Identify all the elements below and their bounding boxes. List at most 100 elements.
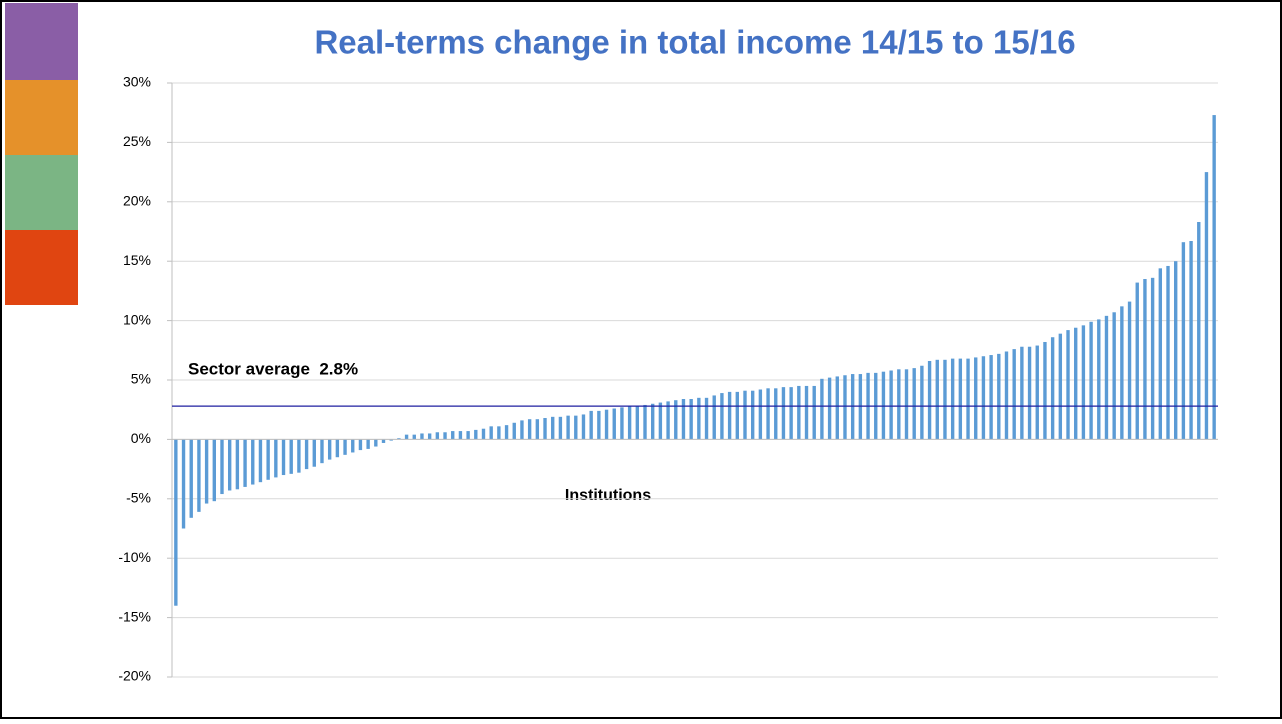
bar bbox=[943, 359, 947, 440]
bar bbox=[689, 399, 693, 440]
bar bbox=[743, 390, 747, 440]
bar bbox=[727, 391, 732, 440]
bar bbox=[466, 431, 470, 440]
y-tick-label: 20% bbox=[123, 193, 151, 209]
bar bbox=[374, 439, 378, 447]
bar bbox=[381, 439, 386, 443]
bar bbox=[589, 410, 593, 440]
bar bbox=[181, 439, 186, 529]
y-tick-label: -10% bbox=[118, 549, 151, 565]
bar bbox=[735, 391, 739, 440]
bar bbox=[451, 431, 455, 440]
bar bbox=[604, 409, 609, 440]
bar bbox=[543, 418, 547, 440]
bar bbox=[1166, 265, 1170, 440]
bar bbox=[1066, 330, 1070, 440]
y-tick-label: 0% bbox=[131, 430, 151, 446]
bar bbox=[781, 387, 786, 440]
bar bbox=[251, 439, 255, 485]
bar bbox=[404, 434, 409, 440]
y-tick-label: -15% bbox=[118, 608, 151, 624]
bar bbox=[1181, 242, 1186, 440]
bar bbox=[789, 387, 793, 440]
bar bbox=[343, 439, 347, 455]
y-tick-label: 5% bbox=[131, 371, 151, 387]
bar bbox=[1043, 341, 1047, 440]
bar bbox=[989, 355, 993, 440]
swatch bbox=[5, 230, 78, 305]
bar bbox=[520, 420, 524, 440]
bar bbox=[1089, 321, 1093, 440]
bar bbox=[297, 439, 301, 473]
swatch bbox=[5, 155, 78, 230]
bar bbox=[320, 439, 324, 464]
bar bbox=[912, 368, 916, 440]
y-tick-label: 25% bbox=[123, 133, 151, 149]
bar bbox=[1097, 319, 1101, 440]
bar bbox=[212, 439, 216, 502]
bar bbox=[1212, 115, 1216, 440]
y-tick-label: -5% bbox=[126, 490, 151, 506]
bar bbox=[889, 370, 893, 440]
swatch bbox=[5, 80, 78, 155]
y-tick-label: 10% bbox=[123, 311, 151, 327]
bar bbox=[535, 419, 540, 440]
bar bbox=[766, 388, 770, 440]
bar bbox=[435, 432, 440, 440]
bar bbox=[281, 439, 286, 476]
bar bbox=[551, 416, 555, 440]
bar bbox=[558, 416, 563, 440]
bar bbox=[997, 353, 1001, 440]
bar bbox=[427, 433, 432, 440]
bar bbox=[581, 414, 586, 440]
bar bbox=[643, 404, 647, 440]
bar bbox=[1074, 327, 1078, 440]
bar bbox=[1197, 221, 1201, 440]
bar bbox=[1189, 241, 1193, 440]
bar bbox=[351, 439, 355, 453]
bar bbox=[1081, 325, 1086, 440]
bar bbox=[566, 415, 570, 440]
bar bbox=[1020, 346, 1024, 440]
bar bbox=[620, 407, 624, 440]
bar bbox=[489, 426, 493, 440]
bar bbox=[327, 439, 332, 460]
bar bbox=[274, 439, 278, 478]
bar bbox=[820, 378, 824, 440]
bar bbox=[1050, 337, 1055, 440]
bar bbox=[243, 439, 247, 487]
bar bbox=[312, 439, 316, 467]
bar bbox=[420, 433, 424, 440]
bar bbox=[1135, 282, 1139, 440]
bar bbox=[358, 439, 363, 451]
y-tick-label: 15% bbox=[123, 252, 151, 268]
bar bbox=[835, 376, 839, 440]
bar bbox=[189, 439, 193, 518]
x-axis-label: Institutions bbox=[565, 487, 651, 504]
bar bbox=[1143, 279, 1147, 440]
bar bbox=[1127, 301, 1132, 440]
bar bbox=[227, 439, 232, 491]
bar bbox=[827, 377, 832, 440]
bar bbox=[574, 415, 578, 440]
bar bbox=[651, 403, 655, 440]
bar bbox=[1174, 261, 1178, 440]
bar bbox=[1112, 312, 1116, 440]
bar bbox=[497, 426, 501, 440]
bar bbox=[774, 388, 778, 440]
bar bbox=[197, 439, 201, 512]
bar bbox=[958, 358, 963, 440]
bar bbox=[335, 439, 340, 458]
bar bbox=[174, 439, 178, 606]
bar bbox=[920, 365, 924, 440]
bar bbox=[712, 395, 716, 440]
bar bbox=[935, 359, 939, 440]
bar bbox=[235, 439, 240, 490]
bar bbox=[412, 434, 416, 440]
bar bbox=[904, 369, 909, 440]
bar bbox=[704, 397, 709, 440]
bar bbox=[1204, 172, 1209, 440]
bar bbox=[481, 428, 486, 440]
